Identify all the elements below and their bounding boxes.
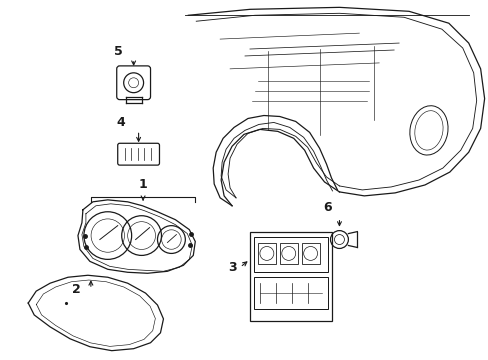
- Bar: [257, 243, 275, 264]
- Text: 2: 2: [71, 283, 80, 296]
- Bar: [253, 277, 327, 309]
- Bar: [301, 243, 319, 264]
- Text: 1: 1: [139, 179, 147, 192]
- Text: 6: 6: [323, 201, 331, 214]
- Bar: [249, 231, 331, 321]
- Text: 4: 4: [116, 116, 125, 129]
- Text: 5: 5: [114, 45, 123, 58]
- Bar: [279, 243, 297, 264]
- Bar: [253, 237, 327, 272]
- Text: 3: 3: [227, 261, 236, 274]
